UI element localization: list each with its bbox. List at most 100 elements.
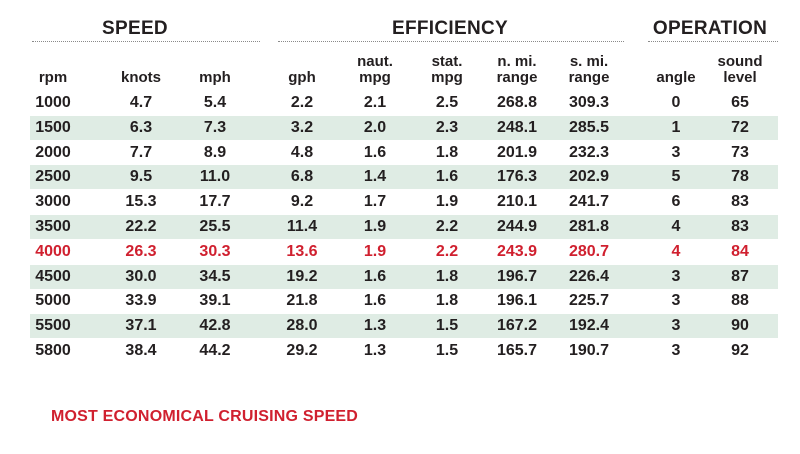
divider-operation — [648, 41, 778, 42]
divider-speed — [32, 41, 260, 42]
cell-knots: 7.7 — [129, 143, 153, 161]
cell-s-range: 232.3 — [568, 143, 610, 161]
column-header-line: level — [723, 69, 757, 86]
cell-naut-mpg: 1.6 — [363, 143, 387, 161]
cell-s-range: 280.7 — [568, 242, 610, 260]
cell-n-range: 201.9 — [496, 143, 538, 161]
cell-s-range: 285.5 — [568, 118, 610, 136]
cell-mph: 25.5 — [199, 218, 231, 235]
cell-s-range: 226.4 — [568, 267, 610, 285]
cell-naut-mpg: 1.3 — [363, 317, 387, 335]
cell-n-range: 268.8 — [496, 94, 538, 111]
divider-efficiency — [278, 41, 624, 42]
cell-stat-mpg: 1.8 — [435, 267, 459, 285]
cell-s-range: 225.7 — [568, 292, 610, 310]
cell-rpm: 3500 — [35, 218, 71, 235]
cell-sound: 78 — [731, 168, 749, 186]
cell-sound: 88 — [731, 292, 749, 310]
column-header-line: angle — [656, 69, 696, 86]
table-row: 2000 7.7 8.9 4.8 1.6 1.8 201.9 232.3 3 73 — [30, 141, 778, 165]
column-header-line: stat. — [431, 53, 463, 70]
cell-sound: 83 — [731, 193, 749, 211]
cell-stat-mpg: 2.2 — [435, 218, 459, 235]
cell-rpm: 5000 — [35, 292, 71, 310]
cell-angle: 1 — [671, 118, 681, 136]
cell-sound: 87 — [731, 267, 749, 285]
cell-gph: 21.8 — [286, 292, 318, 310]
cell-gph: 29.2 — [286, 342, 318, 359]
cell-angle: 3 — [671, 143, 681, 161]
column-header-line: knots — [120, 69, 161, 86]
table-row: 5500 37.1 42.8 28.0 1.3 1.5 167.2 192.4 3 90 — [30, 314, 778, 339]
cell-stat-mpg: 1.8 — [435, 143, 459, 161]
cell-knots: 9.5 — [129, 168, 153, 186]
cell-knots: 26.3 — [125, 242, 157, 260]
cell-stat-mpg: 1.5 — [435, 317, 459, 335]
cell-gph: 11.4 — [286, 218, 318, 235]
cell-s-range: 192.4 — [568, 317, 610, 335]
cell-n-range: 165.7 — [496, 342, 538, 359]
cell-angle: 3 — [671, 267, 681, 285]
cell-stat-mpg: 1.9 — [435, 193, 459, 211]
cell-naut-mpg: 1.9 — [363, 242, 387, 260]
cell-angle: 3 — [671, 317, 681, 335]
cell-gph: 3.2 — [290, 118, 314, 136]
table-row: 5000 33.9 39.1 21.8 1.6 1.8 196.1 225.7 3 88 — [30, 289, 778, 313]
cell-mph: 17.7 — [199, 193, 231, 211]
cell-knots: 15.3 — [125, 193, 157, 211]
cell-naut-mpg: 1.4 — [363, 168, 387, 186]
column-header-gph: gph — [274, 48, 330, 86]
cell-gph: 6.8 — [290, 168, 314, 186]
cell-rpm: 1500 — [35, 118, 71, 136]
cell-naut-mpg: 1.9 — [363, 218, 387, 235]
cell-mph: 5.4 — [203, 94, 227, 111]
column-header-line: naut. — [357, 53, 393, 70]
cell-n-range: 243.9 — [496, 242, 538, 260]
cell-mph: 34.5 — [199, 267, 231, 285]
cell-sound: 84 — [731, 242, 749, 260]
cell-gph: 13.6 — [286, 242, 318, 260]
table-row: 3500 22.2 25.5 11.4 1.9 2.2 244.9 281.8 4 83 — [30, 215, 778, 239]
column-header-line: mph — [199, 69, 231, 86]
cell-n-range: 167.2 — [496, 317, 538, 335]
cell-sound: 65 — [731, 94, 749, 111]
cell-stat-mpg: 2.5 — [435, 94, 459, 111]
cell-knots: 37.1 — [125, 317, 157, 335]
cell-knots: 38.4 — [125, 342, 157, 359]
cell-mph: 39.1 — [199, 292, 231, 310]
column-header-line: range — [568, 69, 610, 86]
cell-knots: 33.9 — [125, 292, 157, 310]
cell-stat-mpg: 1.6 — [435, 168, 459, 186]
cell-rpm: 4000 — [35, 242, 71, 260]
cell-sound: 72 — [731, 118, 749, 136]
cell-rpm: 2000 — [35, 143, 71, 161]
cell-rpm: 5500 — [35, 317, 71, 335]
group-header-operation: OPERATION — [652, 18, 768, 39]
column-header-line: n. mi. — [497, 53, 537, 70]
cell-stat-mpg: 1.8 — [435, 292, 459, 310]
cell-mph: 7.3 — [203, 118, 227, 136]
cell-naut-mpg: 1.7 — [363, 193, 387, 211]
cell-gph: 4.8 — [290, 143, 314, 161]
column-header-line: rpm — [38, 69, 68, 86]
table-row: 1500 6.3 7.3 3.2 2.0 2.3 248.1 285.5 1 72 — [30, 115, 778, 140]
cell-mph: 44.2 — [199, 342, 231, 359]
group-header-speed: SPEED — [102, 18, 168, 39]
cell-naut-mpg: 1.6 — [363, 292, 387, 310]
cell-sound: 83 — [731, 218, 749, 235]
cell-gph: 28.0 — [286, 317, 318, 335]
cell-sound: 90 — [731, 317, 749, 335]
cell-angle: 3 — [671, 292, 681, 310]
column-header-stat-mpg: stat. mpg — [417, 48, 477, 86]
column-header-angle: angle — [646, 48, 706, 86]
column-header-s-range: s. mi. range — [554, 48, 624, 86]
column-header-mph: mph — [187, 48, 243, 86]
table-row: 2500 9.5 11.0 6.8 1.4 1.6 176.3 202.9 5 78 — [30, 165, 778, 190]
cell-mph: 8.9 — [203, 143, 227, 161]
cell-naut-mpg: 1.6 — [363, 267, 387, 285]
footnote: MOST ECONOMICAL CRUISING SPEED — [51, 408, 359, 425]
cell-sound: 92 — [731, 342, 749, 359]
column-header-rpm: rpm — [28, 48, 78, 86]
column-header-knots: knots — [111, 48, 171, 86]
column-header-line: range — [496, 69, 538, 86]
